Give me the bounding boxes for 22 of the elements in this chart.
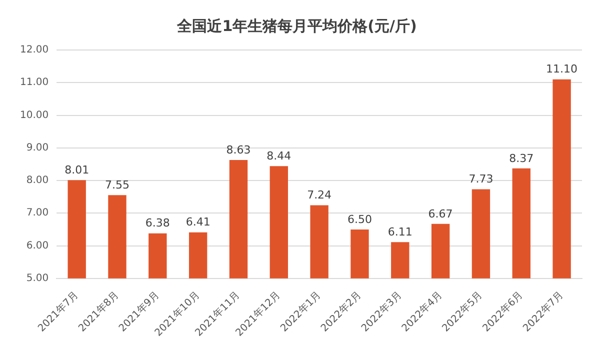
data-label: 6.67: [428, 207, 453, 220]
data-label: 6.11: [388, 226, 412, 239]
data-label: 8.63: [226, 143, 251, 156]
data-label: 8.01: [64, 164, 90, 177]
data-label: 7.24: [307, 188, 332, 202]
y-tick-label: 7.00: [26, 208, 49, 219]
data-label: 8.37: [509, 152, 534, 165]
y-tick-label: 8.00: [26, 175, 49, 186]
data-label: 6.41: [186, 216, 210, 229]
data-label: 6.38: [145, 216, 170, 230]
chart-title: 全国近1年生猪每月平均价格(元/斤): [176, 16, 417, 35]
y-tick-label: 6.00: [26, 240, 49, 252]
y-tick-label: 9.00: [26, 142, 49, 154]
data-label: 8.44: [266, 150, 292, 163]
y-tick-label: 10.00: [20, 110, 49, 121]
data-label: 7.55: [105, 178, 130, 192]
y-tick-label: 11.00: [20, 77, 49, 88]
data-label: 6.50: [347, 212, 372, 226]
y-tick-label: 12.00: [20, 44, 49, 56]
y-tick-label: 5.00: [26, 272, 49, 284]
data-label: 11.10: [546, 62, 578, 76]
data-label: 7.73: [468, 172, 494, 186]
